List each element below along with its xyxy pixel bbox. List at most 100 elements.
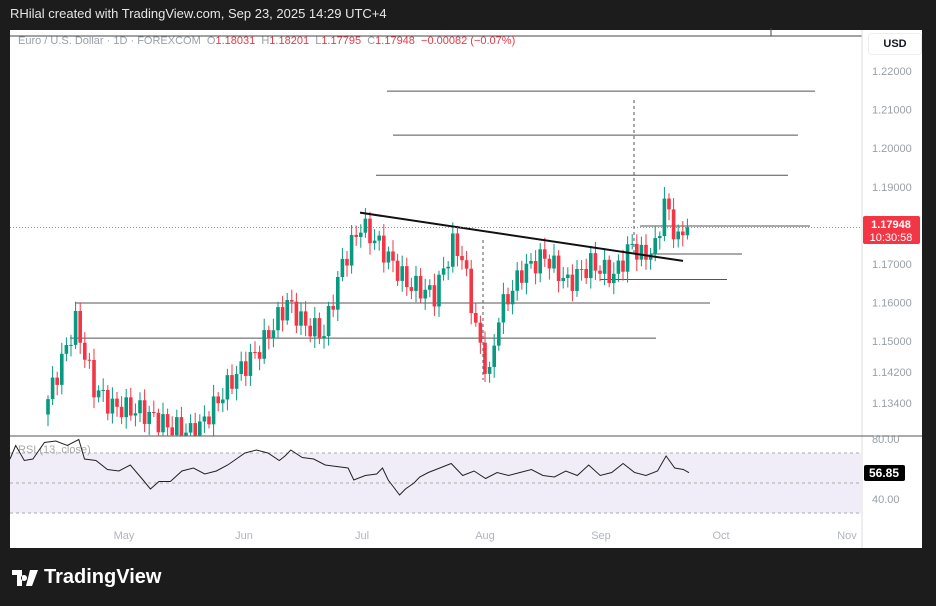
- candle-body: [612, 273, 616, 283]
- price-tag-value: 1.17948: [871, 219, 911, 231]
- candle-body: [299, 311, 303, 326]
- candle-body: [414, 275, 418, 291]
- candle-body: [658, 236, 662, 239]
- candle-body: [248, 352, 253, 376]
- candle-body: [363, 218, 368, 233]
- rsi-line: [9, 438, 690, 496]
- candle-body: [423, 289, 427, 299]
- candle-body: [579, 268, 584, 270]
- candle-body: [630, 243, 634, 245]
- candle-body: [170, 427, 174, 436]
- change-value: −0.00082 (−0.07%): [421, 35, 516, 47]
- candle-body: [253, 352, 257, 354]
- candle-body: [184, 432, 188, 436]
- candle-body: [133, 413, 138, 416]
- candle-body: [382, 235, 386, 263]
- rsi-label: RSI (13, close): [18, 444, 91, 456]
- candle-body: [653, 238, 657, 255]
- candle-body: [524, 263, 529, 283]
- candle-body: [372, 240, 377, 244]
- candle-body: [556, 255, 561, 282]
- candle-body: [469, 268, 473, 313]
- candle-body: [161, 414, 165, 433]
- candle-body: [584, 269, 588, 279]
- candle-body: [547, 258, 552, 269]
- candle-body: [561, 278, 565, 282]
- trendline: [359, 211, 684, 262]
- candle-body: [280, 307, 285, 321]
- candle-body: [285, 300, 289, 321]
- candle-body: [234, 374, 239, 389]
- candle-body: [598, 270, 602, 274]
- candle-body: [326, 305, 331, 337]
- candle-body: [349, 234, 354, 266]
- candle-body: [644, 244, 648, 260]
- candle-body: [533, 261, 538, 274]
- candle-body: [441, 268, 446, 275]
- candle-body: [129, 397, 133, 416]
- price-tick: 1.13400: [872, 398, 912, 410]
- time-tick: Jun: [235, 530, 253, 542]
- candle-body: [432, 285, 437, 307]
- candle-body: [570, 274, 575, 291]
- price-tick: 1.21000: [872, 105, 912, 117]
- candle-body: [510, 290, 515, 305]
- candle-body: [156, 412, 161, 433]
- candle-body: [354, 234, 358, 237]
- candle-body: [487, 366, 492, 374]
- candle-body: [331, 305, 335, 310]
- candle-body: [317, 318, 322, 339]
- candle-body: [257, 352, 262, 359]
- candle-body: [625, 244, 630, 272]
- candle-body: [336, 277, 340, 310]
- price-tick: 1.15000: [872, 336, 912, 348]
- candle-body: [635, 243, 639, 260]
- candle-body: [69, 344, 73, 346]
- currency-button[interactable]: USD: [868, 33, 922, 55]
- close-value: 1.17948: [375, 35, 415, 47]
- candle-body: [142, 400, 147, 424]
- candle-body: [101, 389, 105, 391]
- candle-body: [262, 330, 266, 359]
- open-label: O: [206, 35, 216, 47]
- candle-body: [648, 254, 653, 260]
- candle-body: [267, 330, 271, 339]
- price-tick: 1.20000: [872, 143, 912, 155]
- candle-body: [55, 377, 59, 385]
- candle-body: [179, 417, 184, 436]
- candle-body: [110, 398, 115, 414]
- low-label: L: [315, 35, 322, 47]
- candle-body: [152, 412, 156, 414]
- candle-body: [593, 253, 598, 271]
- candle-body: [244, 361, 248, 376]
- candle-body: [202, 416, 207, 422]
- rsi-tick: 40.00: [872, 494, 900, 506]
- candle-body: [198, 421, 202, 436]
- candle-body: [575, 268, 579, 291]
- candle-body: [520, 270, 524, 283]
- candle-body: [685, 227, 690, 236]
- symbol-name: Euro / U.S. Dollar · 1D · FOREXCOM: [18, 35, 201, 47]
- candle-body: [474, 312, 478, 323]
- candles: [46, 186, 690, 436]
- candle-body: [87, 359, 92, 361]
- candle-body: [566, 274, 570, 279]
- candle-body: [405, 266, 409, 288]
- candle-body: [175, 417, 179, 436]
- candle-body: [621, 260, 625, 272]
- candle-body: [602, 259, 607, 274]
- candle-body: [681, 231, 685, 236]
- price-tick: 1.14200: [872, 367, 912, 379]
- price-tick: 1.22000: [872, 66, 912, 78]
- candle-body: [451, 233, 455, 267]
- candle-body: [225, 375, 230, 400]
- rsi-tick: 80.00: [872, 434, 900, 446]
- candle-body: [78, 310, 82, 343]
- candle-body: [437, 274, 441, 307]
- candle-body: [322, 336, 326, 339]
- candle-body: [497, 322, 501, 346]
- time-tick: Jul: [355, 530, 369, 542]
- candle-body: [501, 294, 506, 323]
- candle-body: [221, 399, 225, 404]
